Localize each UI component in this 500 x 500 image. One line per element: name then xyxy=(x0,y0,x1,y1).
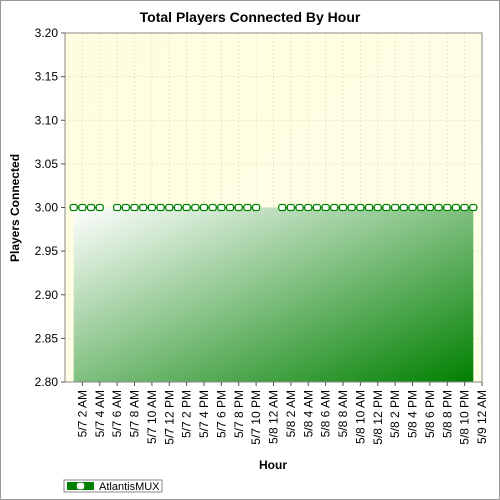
data-point xyxy=(243,203,252,212)
x-tick-label: 5/7 10 AM xyxy=(145,390,159,444)
data-point xyxy=(469,203,478,212)
x-tick-label: 5/8 8 AM xyxy=(336,390,350,437)
data-point xyxy=(86,203,96,212)
y-tick-label: 3.00 xyxy=(35,201,59,215)
data-point xyxy=(460,203,469,212)
x-tick-label: 5/7 8 PM xyxy=(232,390,246,438)
y-tick-label: 3.20 xyxy=(35,26,59,40)
data-point xyxy=(408,203,417,212)
data-point xyxy=(165,203,174,212)
data-point xyxy=(434,203,443,212)
x-tick-label: 5/8 10 PM xyxy=(458,390,472,445)
data-point xyxy=(225,203,235,212)
legend-marker-icon xyxy=(76,482,85,490)
data-point xyxy=(399,203,408,212)
data-point xyxy=(286,203,295,212)
y-tick-label: 2.80 xyxy=(35,375,59,389)
data-point xyxy=(338,203,348,212)
x-tick-label: 5/7 2 PM xyxy=(180,390,194,438)
x-tick-label: 5/8 2 PM xyxy=(388,390,402,438)
x-tick-label: 5/7 4 AM xyxy=(93,390,107,437)
series-area-fill xyxy=(73,207,474,382)
data-point xyxy=(234,203,243,212)
x-tick-label: 5/7 8 AM xyxy=(128,390,142,437)
data-point xyxy=(382,203,391,212)
data-point xyxy=(182,203,191,212)
x-tick-label: 5/8 12 AM xyxy=(267,390,281,444)
data-point xyxy=(373,203,382,212)
x-tick-label: 5/7 10 PM xyxy=(249,390,263,445)
series-points-layer xyxy=(69,203,478,212)
data-point xyxy=(417,203,426,212)
data-point xyxy=(113,203,122,212)
x-tick-label: 5/8 8 PM xyxy=(440,390,454,438)
data-point xyxy=(191,203,200,212)
data-point xyxy=(147,203,156,212)
x-tick-label: 5/8 4 PM xyxy=(406,390,420,438)
series-area-layer xyxy=(73,207,474,382)
x-tick-label: 5/8 12 PM xyxy=(371,390,385,445)
x-axis-label: Hour xyxy=(259,458,287,472)
data-point xyxy=(443,203,452,212)
data-point xyxy=(347,203,356,212)
data-point xyxy=(321,203,330,212)
x-axis-ticks: 5/7 2 AM 5/7 4 AM 5/7 6 AM 5/7 8 AM 5/7 10 A… xyxy=(75,382,489,445)
data-point xyxy=(278,203,287,212)
data-point xyxy=(391,203,400,212)
data-point xyxy=(312,203,322,212)
x-tick-label: 5/8 4 AM xyxy=(301,390,315,437)
data-point xyxy=(121,203,130,212)
y-axis-label: Players Connected xyxy=(8,154,22,262)
x-tick-label: 5/7 2 AM xyxy=(75,390,89,437)
data-point xyxy=(364,203,374,212)
data-point xyxy=(69,203,78,212)
data-point xyxy=(330,203,339,212)
data-point xyxy=(130,203,139,212)
y-tick-label: 3.10 xyxy=(35,113,59,127)
legend-label: AtlantisMUX xyxy=(99,481,160,493)
y-axis-ticks: 2.80 2.85 2.90 2.95 3.00 3.05 3.10 3.15 3.20 xyxy=(35,26,65,389)
data-point xyxy=(199,203,209,212)
data-point xyxy=(356,203,365,212)
x-tick-label: 5/7 6 PM xyxy=(214,390,228,438)
data-point xyxy=(252,203,261,212)
data-point xyxy=(173,203,183,212)
data-point xyxy=(217,203,226,212)
data-point xyxy=(78,203,87,212)
legend: AtlantisMUX xyxy=(63,479,163,493)
x-tick-label: 5/8 6 AM xyxy=(319,390,333,437)
data-point xyxy=(156,203,165,212)
y-tick-label: 2.95 xyxy=(35,244,59,258)
x-tick-label: 5/7 4 PM xyxy=(197,390,211,438)
y-tick-label: 3.05 xyxy=(35,157,59,171)
data-point xyxy=(95,203,104,212)
x-tick-label: 5/9 12 AM xyxy=(475,390,489,444)
y-tick-label: 3.15 xyxy=(35,70,59,84)
x-tick-label: 5/8 10 AM xyxy=(353,390,367,444)
data-point xyxy=(295,203,304,212)
y-tick-label: 2.90 xyxy=(35,288,59,302)
data-point xyxy=(451,203,461,212)
chart-title: Total Players Connected By Hour xyxy=(140,9,361,25)
data-point xyxy=(208,203,217,212)
x-tick-label: 5/8 2 AM xyxy=(284,390,298,437)
x-tick-label: 5/8 6 PM xyxy=(423,390,437,438)
y-tick-label: 2.85 xyxy=(35,331,59,345)
x-tick-label: 5/7 6 AM xyxy=(110,390,124,437)
data-point xyxy=(425,203,434,212)
x-tick-label: 5/7 12 PM xyxy=(162,390,176,445)
data-point xyxy=(304,203,313,212)
data-point xyxy=(139,203,148,212)
